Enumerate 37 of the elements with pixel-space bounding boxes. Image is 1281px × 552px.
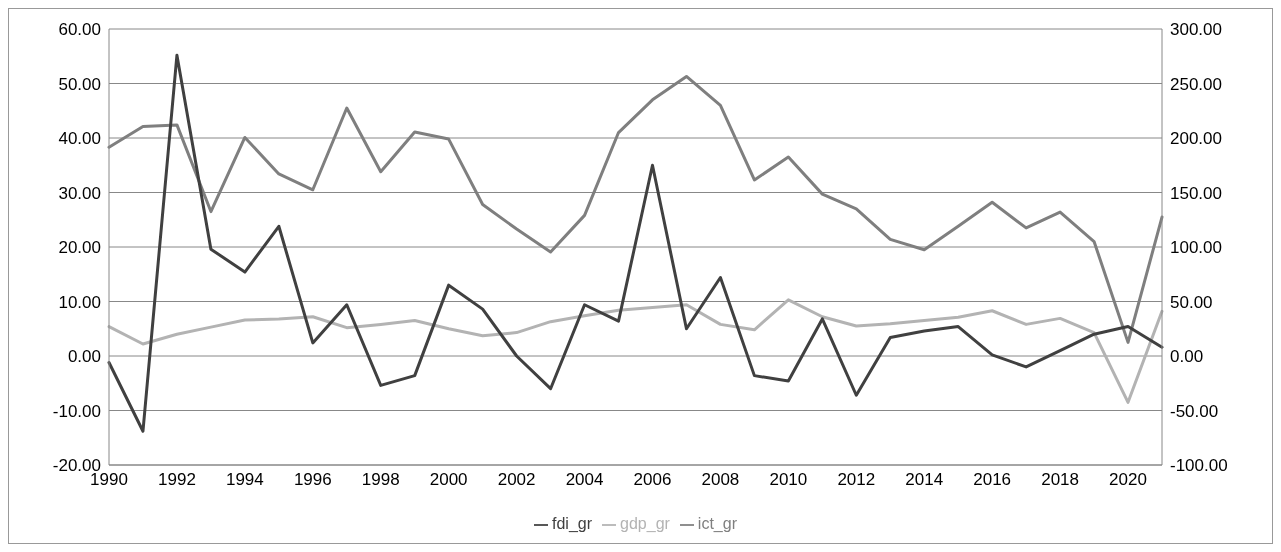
x-tick-label: 2020: [1109, 470, 1147, 490]
y2-tick-label: 100.00: [1170, 238, 1222, 258]
y-tick-label: 40.00: [58, 129, 101, 149]
x-tick-label: 2018: [1041, 470, 1080, 490]
y2-tick-label: -50.00: [1170, 401, 1219, 421]
x-tick-label: 2010: [769, 470, 808, 490]
x-tick-label: 1998: [361, 470, 400, 490]
x-tick-label: 2006: [633, 470, 672, 490]
y2-tick-label: -100.00: [1170, 456, 1228, 476]
x-tick-label: 2012: [837, 470, 876, 490]
y-tick-label: -10.00: [52, 401, 101, 421]
legend-label: gdp_gr: [620, 515, 670, 532]
y-tick-label: 30.00: [58, 183, 101, 203]
y-tick-label: 50.00: [58, 74, 101, 94]
x-tick-label: 2002: [497, 470, 536, 490]
x-tick-label: 1994: [225, 470, 264, 490]
y2-tick-label: 150.00: [1170, 183, 1222, 203]
x-tick-label: 2014: [905, 470, 944, 490]
y2-tick-label: 0.00: [1170, 347, 1204, 367]
line-series: [107, 53, 1164, 433]
y-tick-label: 0.00: [67, 347, 101, 367]
y-tick-label: 60.00: [58, 20, 101, 40]
y2-tick-label: 300.00: [1170, 20, 1222, 40]
y-tick-label: 10.00: [58, 292, 101, 312]
x-tick-label: 1996: [293, 470, 332, 490]
x-tick-label: 2004: [565, 470, 604, 490]
y2-tick-label: 50.00: [1170, 292, 1213, 312]
legend-label: ict_gr: [697, 515, 737, 532]
x-tick-label: 2000: [429, 470, 468, 490]
x-tick-label: 2016: [973, 470, 1012, 490]
legend-label: fdi_gr: [552, 515, 593, 532]
y2-tick-label: 250.00: [1170, 74, 1222, 94]
x-tick-label: 2008: [701, 470, 740, 490]
y2-tick-label: 200.00: [1170, 129, 1222, 149]
x-tick-label: 1992: [158, 470, 196, 490]
line-series: [107, 298, 1164, 404]
y-tick-label: 20.00: [58, 238, 101, 258]
